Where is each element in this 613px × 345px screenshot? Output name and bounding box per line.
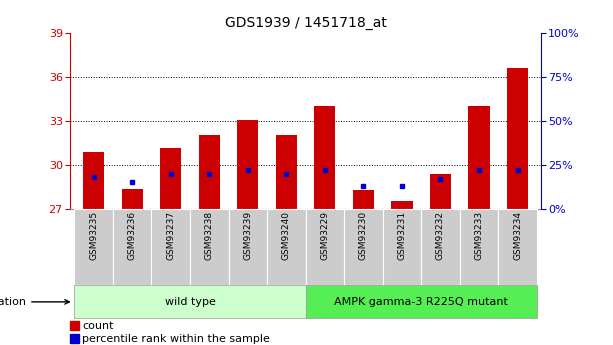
Text: GSM93236: GSM93236 — [128, 211, 137, 260]
Bar — [391, 201, 413, 209]
Text: GSM93240: GSM93240 — [282, 211, 291, 260]
Title: GDS1939 / 1451718_at: GDS1939 / 1451718_at — [224, 16, 387, 30]
Text: GSM93231: GSM93231 — [397, 211, 406, 260]
Text: GSM93237: GSM93237 — [166, 211, 175, 260]
Text: genotype/variation: genotype/variation — [0, 297, 69, 307]
Text: GSM93233: GSM93233 — [474, 211, 484, 260]
Bar — [237, 120, 258, 209]
FancyBboxPatch shape — [421, 209, 460, 285]
Bar — [276, 135, 297, 209]
FancyBboxPatch shape — [267, 209, 306, 285]
FancyBboxPatch shape — [74, 209, 113, 285]
Text: wild type: wild type — [164, 297, 215, 307]
Text: AMPK gamma-3 R225Q mutant: AMPK gamma-3 R225Q mutant — [334, 297, 508, 307]
FancyBboxPatch shape — [344, 209, 383, 285]
FancyBboxPatch shape — [460, 209, 498, 285]
Bar — [121, 189, 143, 209]
FancyBboxPatch shape — [306, 209, 344, 285]
Bar — [430, 174, 451, 209]
Bar — [199, 135, 220, 209]
FancyBboxPatch shape — [74, 285, 306, 318]
Text: GSM93229: GSM93229 — [321, 211, 329, 260]
FancyBboxPatch shape — [151, 209, 190, 285]
Bar — [314, 106, 335, 209]
Bar — [70, 321, 78, 330]
Bar — [353, 190, 374, 209]
Text: count: count — [82, 321, 114, 331]
FancyBboxPatch shape — [113, 209, 151, 285]
FancyBboxPatch shape — [498, 209, 537, 285]
Bar — [507, 68, 528, 209]
Text: GSM93232: GSM93232 — [436, 211, 445, 260]
Bar — [70, 334, 78, 343]
Text: GSM93234: GSM93234 — [513, 211, 522, 260]
Text: GSM93238: GSM93238 — [205, 211, 214, 260]
FancyBboxPatch shape — [190, 209, 229, 285]
Text: GSM93235: GSM93235 — [89, 211, 98, 260]
Bar — [160, 148, 181, 209]
Bar — [83, 151, 104, 209]
FancyBboxPatch shape — [229, 209, 267, 285]
Text: GSM93239: GSM93239 — [243, 211, 253, 260]
Text: percentile rank within the sample: percentile rank within the sample — [82, 334, 270, 344]
Text: GSM93230: GSM93230 — [359, 211, 368, 260]
FancyBboxPatch shape — [306, 285, 537, 318]
Bar — [468, 106, 490, 209]
FancyBboxPatch shape — [383, 209, 421, 285]
